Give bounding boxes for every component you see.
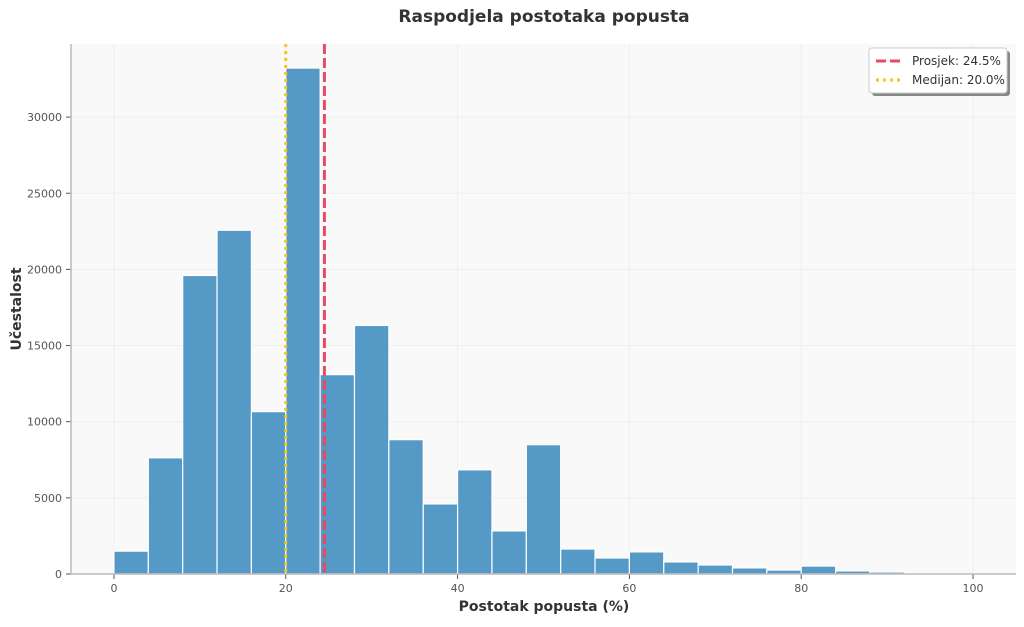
- y-tick-label: 5000: [34, 492, 62, 505]
- histogram-bar: [629, 552, 663, 574]
- mean-legend-label: Prosjek: 24.5%: [912, 54, 1001, 68]
- histogram-bar: [526, 445, 560, 574]
- histogram-bar: [492, 531, 526, 574]
- y-tick-label: 0: [55, 568, 62, 581]
- histogram-bar: [595, 558, 629, 574]
- histogram-bar: [183, 275, 217, 574]
- x-axis-label: Postotak popusta (%): [459, 599, 630, 615]
- chart-title: Raspodjela postotaka popusta: [398, 7, 689, 27]
- histogram-bar: [286, 68, 320, 574]
- x-tick-label: 0: [110, 582, 117, 595]
- histogram-bar: [698, 565, 732, 574]
- y-tick-label: 30000: [27, 111, 62, 124]
- histogram-bar: [664, 562, 698, 574]
- x-tick-label: 20: [279, 582, 293, 595]
- x-tick-label: 60: [622, 582, 636, 595]
- histogram-bar: [148, 458, 182, 574]
- histogram-bar: [423, 504, 457, 574]
- histogram-bar: [251, 412, 285, 574]
- histogram-bar: [801, 566, 835, 574]
- legend: Prosjek: 24.5% Medijan: 20.0%: [869, 48, 1010, 96]
- histogram-bar: [458, 470, 492, 574]
- histogram-bar: [355, 325, 389, 574]
- y-tick-label: 20000: [27, 263, 62, 276]
- y-tick-label: 10000: [27, 416, 62, 429]
- y-tick-label: 25000: [27, 187, 62, 200]
- histogram-bar: [114, 551, 148, 574]
- x-tick-label: 100: [963, 582, 984, 595]
- histogram-bar: [389, 440, 423, 574]
- y-axis-label: Učestalost: [9, 267, 25, 350]
- y-tick-label: 15000: [27, 340, 62, 353]
- x-tick-label: 40: [451, 582, 465, 595]
- histogram-bar: [320, 375, 354, 574]
- histogram-bar: [561, 549, 595, 574]
- median-legend-label: Medijan: 20.0%: [912, 73, 1005, 87]
- histogram-bar: [217, 230, 251, 574]
- histogram-bar: [733, 568, 767, 574]
- x-tick-label: 80: [794, 582, 808, 595]
